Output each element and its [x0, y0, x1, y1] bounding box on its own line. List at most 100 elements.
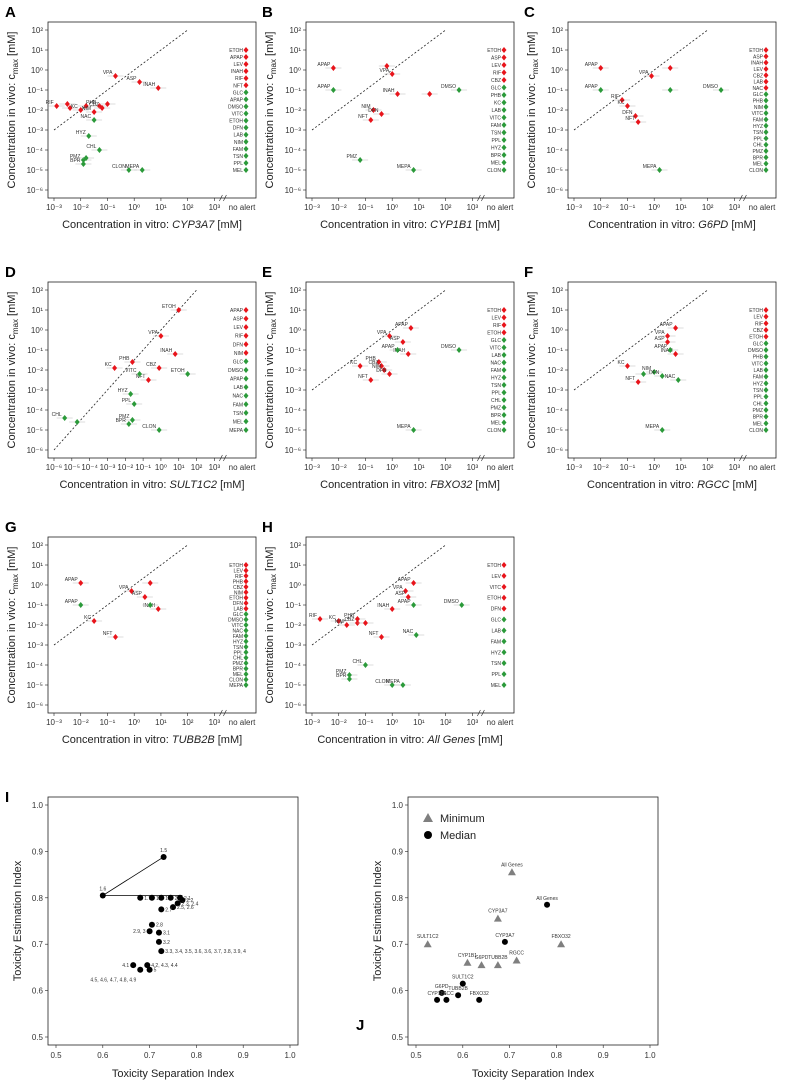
data-point: [649, 73, 655, 79]
plot-frame: [407, 796, 659, 1046]
data-point: [243, 341, 249, 348]
no-alert-point-label: APAP: [230, 55, 244, 61]
data-point: [344, 622, 350, 628]
data-point: [243, 660, 249, 667]
no-alert-point-label: DFN: [233, 126, 244, 132]
y-tick-label: 0.5: [32, 1033, 44, 1042]
no-alert-point-label: NAC: [752, 86, 763, 92]
point-label: 1.7: [144, 896, 151, 902]
data-point: [763, 387, 769, 393]
x-tick-label: 10⁻⁴: [81, 463, 98, 472]
data-point: [501, 404, 507, 411]
no-alert-point-label: LAB: [234, 133, 244, 139]
data-point: [176, 307, 182, 313]
x-axis-gene: RGCC: [697, 479, 729, 491]
point-label: MEPA: [125, 164, 139, 170]
data-point: [763, 167, 769, 173]
data-point: [763, 135, 769, 142]
y-tick-label: 10⁻⁶: [285, 446, 301, 455]
data-point: [675, 377, 681, 383]
data-point: [718, 87, 724, 93]
data-point: [544, 901, 551, 908]
data-point: [243, 600, 249, 607]
no-alert-point-label: APAP: [230, 97, 244, 103]
no-alert-point-label: ETOH: [749, 335, 763, 341]
point-label: APAP: [398, 599, 412, 605]
axis-break: [739, 454, 743, 462]
point-label: PHB: [366, 356, 377, 362]
point-label: APAP: [585, 84, 599, 90]
no-alert-point-label: MEL: [233, 672, 244, 678]
y-tick-label: 1.0: [392, 801, 404, 810]
y-tick-label: 10¹: [31, 46, 43, 55]
plot-frame: [567, 21, 777, 199]
data-point: [243, 61, 249, 68]
no-alert-point-label: NIM: [754, 105, 763, 111]
data-point: [156, 365, 162, 371]
x-tick-label: 10²: [702, 203, 714, 212]
point-label: FBXO32: [470, 991, 489, 997]
x-tick-label: 10⁻²: [331, 718, 347, 727]
data-point: [137, 966, 144, 973]
data-point: [243, 349, 249, 356]
data-point: [346, 676, 352, 682]
x-axis-unit: [mM]: [472, 219, 500, 231]
no-alert-point-label: NIM: [234, 351, 243, 357]
no-alert-point-label: HYZ: [491, 650, 501, 656]
point-label: 2.2: [186, 898, 193, 904]
data-point: [147, 580, 153, 586]
point-label: 2: [175, 896, 178, 902]
no-alert-point-label: NFT: [233, 83, 243, 89]
no-alert-point-label: MEL: [491, 683, 502, 689]
axis-break: [219, 454, 223, 462]
y-axis-label-sub: max: [531, 59, 540, 74]
axis-break: [477, 709, 481, 717]
no-alert-point-label: ETOH: [229, 563, 243, 569]
data-point: [243, 418, 249, 425]
point-label: NIM: [82, 106, 91, 112]
no-alert-point-label: BPR: [491, 153, 502, 159]
no-alert-point-label: CLON: [749, 168, 763, 174]
x-tick-label: 10⁻²: [117, 463, 133, 472]
no-alert-label: no alert: [229, 203, 256, 212]
data-point: [346, 672, 352, 678]
data-point: [243, 682, 249, 688]
data-point: [370, 107, 376, 113]
panel-letter: I: [5, 789, 9, 806]
data-point: [243, 159, 249, 166]
x-tick-label: 10⁻³: [304, 203, 320, 212]
axis-break: [223, 454, 227, 462]
data-point: [501, 344, 507, 351]
no-alert-point-label: LEV: [754, 67, 764, 73]
point-label: DFN: [649, 370, 660, 376]
no-alert-point-label: HYZ: [753, 124, 763, 130]
x-axis-gene: G6PD: [698, 219, 728, 231]
no-alert-point-label: GLC: [491, 618, 502, 624]
y-axis-label: Concentration in vivo: cmax [mM]: [526, 32, 540, 189]
data-point: [243, 103, 249, 110]
plot-frame: [47, 281, 257, 459]
y-tick-label: 0.9: [392, 847, 404, 856]
data-point: [243, 676, 249, 683]
y-tick-label: 10⁻²: [285, 106, 301, 115]
x-tick-label: 10¹: [413, 463, 425, 472]
data-point: [501, 144, 507, 151]
data-point: [763, 333, 769, 340]
y-axis-label: Concentration in vivo: cmax [mM]: [6, 32, 20, 189]
y-tick-label: 10⁻⁴: [26, 406, 43, 415]
data-point: [243, 68, 249, 75]
no-alert-point-label: DMSO: [228, 104, 243, 110]
point-label: INAH: [143, 82, 155, 88]
panel-E: E 10⁻⁶ 10⁻⁵ 10⁻⁴ 10⁻³ 10⁻² 10⁻¹ 10⁰ 10¹ 10² 10⁻³ 10…: [262, 264, 515, 491]
y-tick-label: 10⁰: [289, 66, 301, 75]
y-tick-label: 10⁻⁶: [285, 701, 301, 710]
point-label: 4.2, 4.3, 4.4: [151, 963, 178, 969]
point-label: NFT: [369, 631, 379, 637]
no-alert-point-label: GLC: [233, 612, 244, 618]
data-point: [243, 649, 249, 656]
data-point: [83, 103, 89, 109]
x-tick-label: 10⁻¹: [620, 203, 636, 212]
data-point: [243, 54, 249, 61]
data-point: [381, 367, 387, 373]
